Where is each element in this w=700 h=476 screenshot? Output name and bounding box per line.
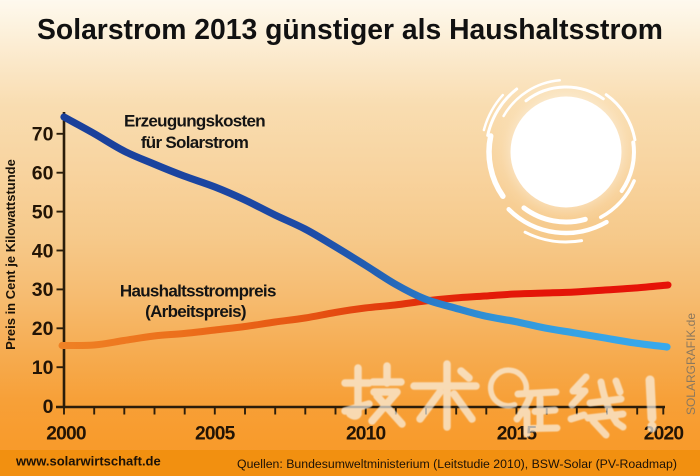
svg-text:(Arbeitspreis): (Arbeitspreis) [145,302,246,321]
svg-text:Haushaltsstrompreis: Haushaltsstrompreis [120,282,276,301]
svg-text:40: 40 [32,240,54,262]
svg-text:60: 60 [32,163,54,185]
svg-text:www.solarwirtschaft.de: www.solarwirtschaft.de [15,454,161,469]
svg-text:Erzeugungskosten: Erzeugungskosten [124,112,265,131]
svg-text:2000: 2000 [46,424,86,445]
svg-text:für Solarstrom: für Solarstrom [141,133,249,152]
svg-text:2005: 2005 [195,424,236,445]
svg-text:Preis in Cent je Kilowattstund: Preis in Cent je Kilowattstunde [3,159,18,350]
svg-text:2010: 2010 [346,424,386,445]
svg-text:30: 30 [32,279,54,301]
svg-text:Solarstrom 2013 günstiger als: Solarstrom 2013 günstiger als Haushaltss… [37,13,663,45]
svg-text:20: 20 [32,318,54,340]
svg-text:70: 70 [32,124,54,146]
svg-text:50: 50 [32,201,54,223]
svg-text:0: 0 [43,396,54,418]
svg-text:SOLARGRAFIK.de: SOLARGRAFIK.de [684,313,698,415]
svg-text:Quellen: Bundesumweltministeri: Quellen: Bundesumweltministerium (Leitst… [237,457,677,471]
svg-text:10: 10 [32,357,54,379]
